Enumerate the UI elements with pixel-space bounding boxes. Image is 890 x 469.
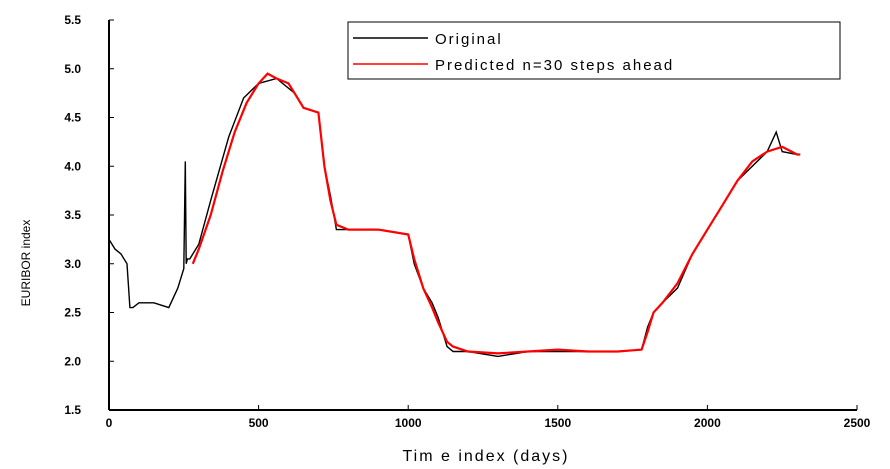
y-axis-title: EURIBOR index <box>19 220 33 307</box>
x-tick-label: 1000 <box>395 416 422 430</box>
legend-box <box>347 21 841 80</box>
legend: Original Predicted n=30 steps ahead <box>347 21 841 80</box>
x-tick-label: 500 <box>249 416 269 430</box>
y-tick-label: 4.0 <box>64 159 81 173</box>
y-tick-label: 4.5 <box>64 111 81 125</box>
series-line-predicted <box>191 72 801 355</box>
plot-area <box>108 72 801 358</box>
legend-label-predicted: Predicted n=30 steps ahead <box>435 57 674 74</box>
y-tick-label: 5.5 <box>64 13 81 27</box>
y-tick-label: 5.0 <box>64 62 81 76</box>
x-tick-label: 0 <box>106 416 113 430</box>
x-tick-label: 1500 <box>544 416 571 430</box>
y-tick-label: 2.0 <box>64 354 81 368</box>
y-tick-label: 3.5 <box>64 208 81 222</box>
x-axis-title: Tim e index (days) <box>403 448 570 465</box>
y-tick-label: 1.5 <box>64 403 81 417</box>
y-tick-label: 3.0 <box>64 257 81 271</box>
y-tick-labels: 1.5 2.0 2.5 3.0 3.5 4.0 4.5 5.0 5.5 <box>64 13 114 417</box>
legend-label-original: Original <box>435 31 503 48</box>
x-tick-label: 2500 <box>844 416 871 430</box>
x-tick-label: 2000 <box>694 416 721 430</box>
x-tick-labels: 0 500 1000 1500 2000 2500 <box>106 405 871 430</box>
y-tick-label: 2.5 <box>64 306 81 320</box>
